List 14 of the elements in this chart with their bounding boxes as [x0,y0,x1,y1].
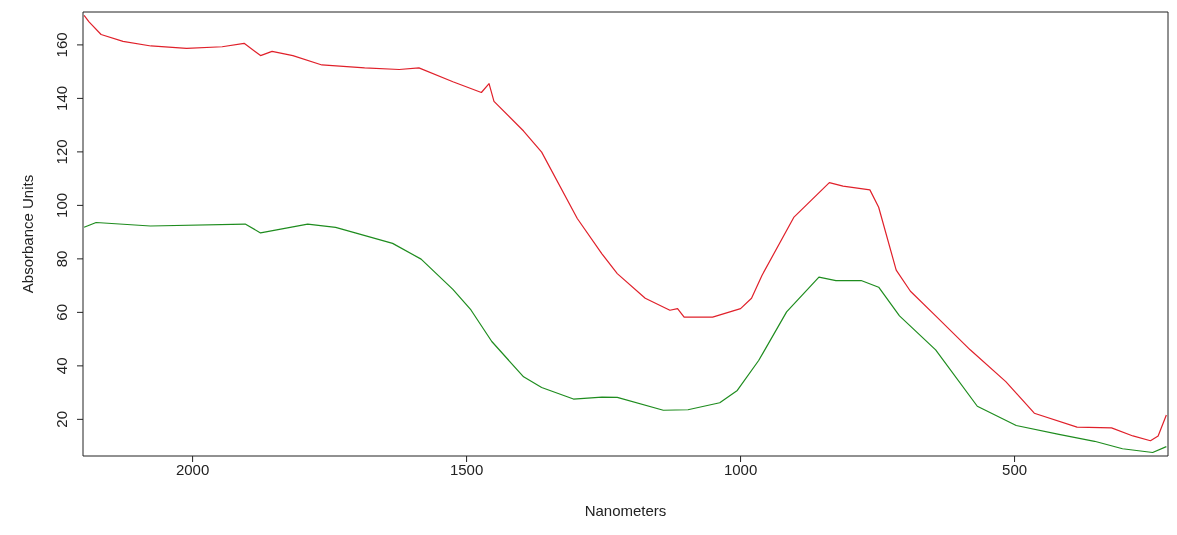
y-tick-label: 80 [53,250,70,268]
y-tick-label: 120 [53,139,70,165]
x-tick-label: 1000 [723,460,758,478]
y-tick-label: 60 [53,304,70,321]
y-tick-label: 160 [53,32,70,58]
y-tick-label: 40 [53,357,70,375]
y-tick-label: 140 [53,85,70,111]
x-tick-label: 500 [1002,460,1028,478]
y-tick-label: 100 [53,192,70,218]
x-tick-label: 2000 [175,460,210,478]
y-axis-title: Absorbance Units [19,174,37,294]
y-tick-label: 20 [53,411,70,428]
x-tick-label: 1500 [449,460,484,478]
x-axis-title: Nanometers [584,502,667,519]
